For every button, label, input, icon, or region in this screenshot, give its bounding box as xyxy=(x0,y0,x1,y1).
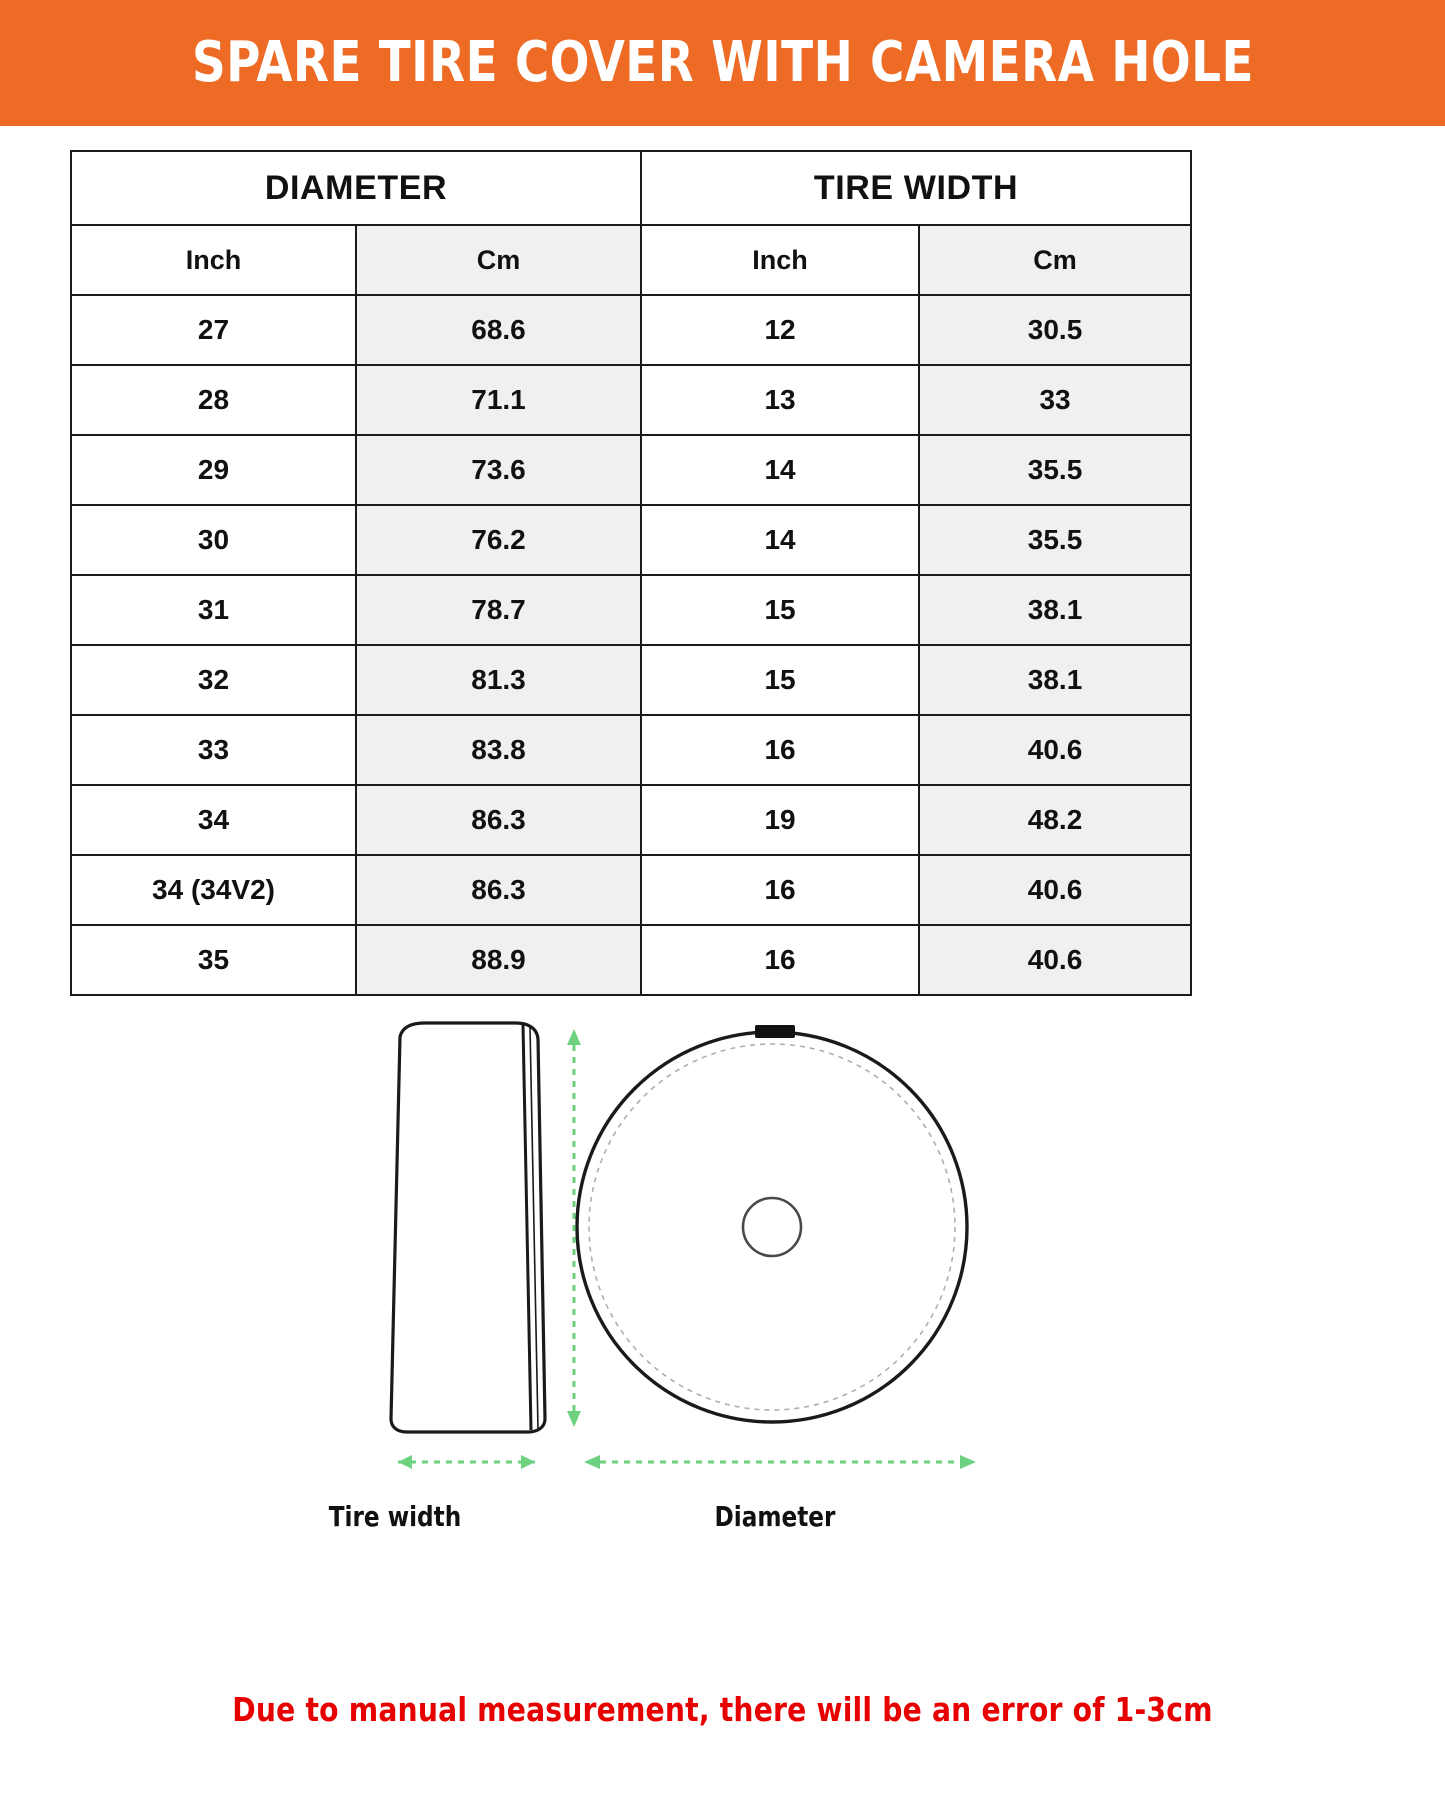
table-row: 35 88.9 16 40.6 xyxy=(70,924,1193,996)
column-header-diameter-cm: Cm xyxy=(354,224,643,296)
cell-width-inch: 15 xyxy=(640,574,921,646)
table-row: 34 86.3 19 48.2 xyxy=(70,784,1193,856)
front-view-illustration xyxy=(575,1025,969,1424)
cell-diameter-inch: 35 xyxy=(70,924,357,996)
diameter-horizontal-arrow xyxy=(584,1455,976,1469)
cell-diameter-cm: 73.6 xyxy=(354,434,643,506)
cell-width-inch: 13 xyxy=(640,364,921,436)
cell-width-inch: 19 xyxy=(640,784,921,856)
cell-diameter-cm: 78.7 xyxy=(354,574,643,646)
cell-diameter-inch: 27 xyxy=(70,294,357,366)
label-tire-width: Tire width xyxy=(328,1500,462,1533)
cell-diameter-inch: 34 xyxy=(70,784,357,856)
cell-diameter-inch: 29 xyxy=(70,434,357,506)
cell-width-cm: 35.5 xyxy=(918,504,1193,576)
cell-width-inch: 14 xyxy=(640,504,921,576)
cell-diameter-cm: 71.1 xyxy=(354,364,643,436)
size-table: DIAMETER TIRE WIDTH Inch Cm Inch Cm 27 6… xyxy=(69,150,1193,996)
cell-diameter-inch: 28 xyxy=(70,364,357,436)
cell-diameter-inch: 33 xyxy=(70,714,357,786)
cell-width-inch: 15 xyxy=(640,644,921,716)
size-table-wrapper: DIAMETER TIRE WIDTH Inch Cm Inch Cm 27 6… xyxy=(69,150,1193,996)
camera-hole-marker xyxy=(755,1025,795,1038)
cell-diameter-cm: 68.6 xyxy=(354,294,643,366)
table-column-header-row: Inch Cm Inch Cm xyxy=(70,224,1193,296)
cell-diameter-cm: 83.8 xyxy=(354,714,643,786)
table-row: 30 76.2 14 35.5 xyxy=(70,504,1193,576)
cell-diameter-cm: 76.2 xyxy=(354,504,643,576)
table-row: 31 78.7 15 38.1 xyxy=(70,574,1193,646)
table-body: 27 68.6 12 30.5 28 71.1 13 33 29 73.6 14… xyxy=(70,294,1193,996)
cell-diameter-inch: 30 xyxy=(70,504,357,576)
cell-width-cm: 40.6 xyxy=(918,854,1193,926)
cell-diameter-cm: 86.3 xyxy=(354,784,643,856)
cell-width-cm: 38.1 xyxy=(918,574,1193,646)
cell-width-cm: 40.6 xyxy=(918,714,1193,786)
cell-diameter-cm: 88.9 xyxy=(354,924,643,996)
column-header-width-inch: Inch xyxy=(640,224,921,296)
table-row: 33 83.8 16 40.6 xyxy=(70,714,1193,786)
cell-width-cm: 40.6 xyxy=(918,924,1193,996)
page-title: SPARE TIRE COVER WITH CAMERA HOLE xyxy=(191,30,1254,95)
center-hole xyxy=(741,1196,803,1258)
label-diameter: Diameter xyxy=(714,1500,836,1533)
table-row: 29 73.6 14 35.5 xyxy=(70,434,1193,506)
cell-width-cm: 33 xyxy=(918,364,1193,436)
cell-width-inch: 16 xyxy=(640,714,921,786)
table-group-header-row: DIAMETER TIRE WIDTH xyxy=(69,150,1193,226)
diameter-vertical-arrow xyxy=(567,1029,581,1427)
cell-diameter-inch: 32 xyxy=(70,644,357,716)
product-diagram xyxy=(0,1015,1445,1535)
table-head: DIAMETER TIRE WIDTH Inch Cm Inch Cm xyxy=(69,150,1193,296)
group-header-tire-width: TIRE WIDTH xyxy=(640,150,1193,226)
cell-width-inch: 12 xyxy=(640,294,921,366)
cell-width-inch: 16 xyxy=(640,924,921,996)
cell-diameter-cm: 81.3 xyxy=(354,644,643,716)
side-view-illustration xyxy=(389,1021,547,1434)
table-row: 28 71.1 13 33 xyxy=(70,364,1193,436)
column-header-diameter-inch: Inch xyxy=(70,224,357,296)
cell-width-cm: 38.1 xyxy=(918,644,1193,716)
cell-width-cm: 48.2 xyxy=(918,784,1193,856)
group-header-diameter: DIAMETER xyxy=(69,150,643,226)
cell-diameter-inch: 34 (34V2) xyxy=(70,854,357,926)
header-banner: SPARE TIRE COVER WITH CAMERA HOLE xyxy=(0,0,1445,126)
table-row: 34 (34V2) 86.3 16 40.6 xyxy=(70,854,1193,926)
cell-diameter-cm: 86.3 xyxy=(354,854,643,926)
cell-width-inch: 14 xyxy=(640,434,921,506)
measurement-disclaimer: Due to manual measurement, there will be… xyxy=(232,1690,1213,1729)
cell-width-cm: 35.5 xyxy=(918,434,1193,506)
cell-diameter-inch: 31 xyxy=(70,574,357,646)
tire-width-dimension-arrow xyxy=(398,1455,535,1469)
table-row: 27 68.6 12 30.5 xyxy=(70,294,1193,366)
cell-width-inch: 16 xyxy=(640,854,921,926)
diagram-captions: Tire width Diameter xyxy=(0,1500,1445,1554)
cell-width-cm: 30.5 xyxy=(918,294,1193,366)
table-row: 32 81.3 15 38.1 xyxy=(70,644,1193,716)
column-header-width-cm: Cm xyxy=(918,224,1193,296)
